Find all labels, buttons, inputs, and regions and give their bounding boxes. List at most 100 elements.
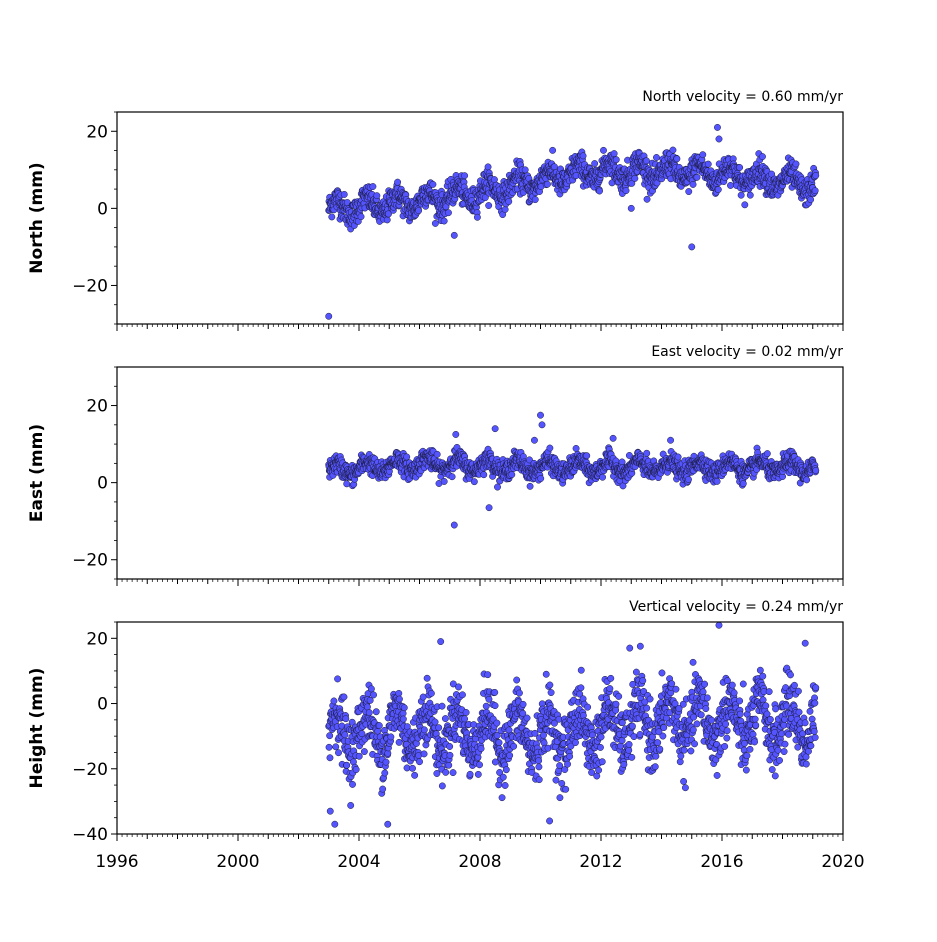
height-point xyxy=(678,753,684,759)
height-point xyxy=(631,733,637,739)
height-point xyxy=(463,709,469,715)
east-point xyxy=(584,453,590,459)
height-point xyxy=(432,719,438,725)
height-point xyxy=(708,717,714,723)
east-ytick-label: 0 xyxy=(97,474,108,494)
height-point xyxy=(396,696,402,702)
north-point xyxy=(807,196,813,202)
height-point xyxy=(492,702,498,708)
east-outlier-point xyxy=(486,504,492,510)
height-point xyxy=(347,802,353,808)
height-point xyxy=(379,786,385,792)
north-ylabel: North (mm) xyxy=(27,162,47,273)
height-point xyxy=(450,769,456,775)
height-point xyxy=(496,739,502,745)
height-point xyxy=(616,693,622,699)
north-point xyxy=(415,207,421,213)
height-point xyxy=(553,777,559,783)
height-point xyxy=(335,750,341,756)
height-point xyxy=(439,783,445,789)
height-point xyxy=(640,677,646,683)
height-point xyxy=(563,786,569,792)
height-point xyxy=(637,731,643,737)
height-point xyxy=(659,670,665,676)
height-point xyxy=(613,701,619,707)
height-point xyxy=(485,671,491,677)
north-point xyxy=(623,187,629,193)
north-point xyxy=(485,164,491,170)
height-point xyxy=(703,705,709,711)
height-point xyxy=(753,722,759,728)
east-point xyxy=(813,467,819,473)
north-point xyxy=(441,218,447,224)
height-point xyxy=(598,734,604,740)
height-point xyxy=(690,659,696,665)
height-point xyxy=(478,745,484,751)
height-point xyxy=(731,690,737,696)
north-point xyxy=(461,172,467,178)
height-point xyxy=(382,770,388,776)
height-point xyxy=(411,772,417,778)
height-point xyxy=(724,735,730,741)
east-point xyxy=(404,454,410,460)
height-point xyxy=(543,671,549,677)
height-point xyxy=(366,709,372,715)
east-ytick-label: 20 xyxy=(86,397,108,417)
height-point xyxy=(681,747,687,753)
height-point xyxy=(396,739,402,745)
height-point xyxy=(356,753,362,759)
north-point xyxy=(600,147,606,153)
north-point xyxy=(705,161,711,167)
north-point xyxy=(329,214,335,220)
height-point xyxy=(629,754,635,760)
height-point xyxy=(446,762,452,768)
height-point xyxy=(607,685,613,691)
height-point xyxy=(368,686,374,692)
east-point xyxy=(434,451,440,457)
north-point xyxy=(544,181,550,187)
height-point xyxy=(483,703,489,709)
north-point xyxy=(643,158,649,164)
north-point xyxy=(793,161,799,167)
east-outlier-point xyxy=(451,522,457,528)
height-point xyxy=(722,743,728,749)
height-point xyxy=(400,716,406,722)
north-point xyxy=(580,153,586,159)
height-point xyxy=(502,782,508,788)
height-point xyxy=(688,748,694,754)
height-point xyxy=(566,753,572,759)
height-point xyxy=(388,734,394,740)
height-point xyxy=(743,767,749,773)
height-point xyxy=(536,776,542,782)
height-point xyxy=(401,705,407,711)
north-point xyxy=(374,192,380,198)
height-point xyxy=(621,761,627,767)
north-outlier-point xyxy=(689,244,695,250)
north-point xyxy=(502,206,508,212)
height-point xyxy=(729,682,735,688)
height-point xyxy=(459,692,465,698)
east-point xyxy=(509,471,515,477)
height-point xyxy=(572,739,578,745)
height-point xyxy=(608,675,614,681)
height-point xyxy=(439,703,445,709)
north-point xyxy=(674,156,680,162)
east-point xyxy=(573,445,579,451)
height-point xyxy=(447,752,453,758)
north-ytick-label: −20 xyxy=(72,276,108,296)
height-point xyxy=(520,701,526,707)
height-point xyxy=(612,707,618,713)
height-point xyxy=(373,709,379,715)
height-point xyxy=(694,721,700,727)
height-point xyxy=(751,739,757,745)
north-point xyxy=(670,147,676,153)
height-point xyxy=(595,767,601,773)
east-outlier-point xyxy=(453,431,459,437)
height-point xyxy=(557,794,563,800)
east-outlier-point xyxy=(539,422,545,428)
height-point xyxy=(682,785,688,791)
height-point xyxy=(750,731,756,737)
